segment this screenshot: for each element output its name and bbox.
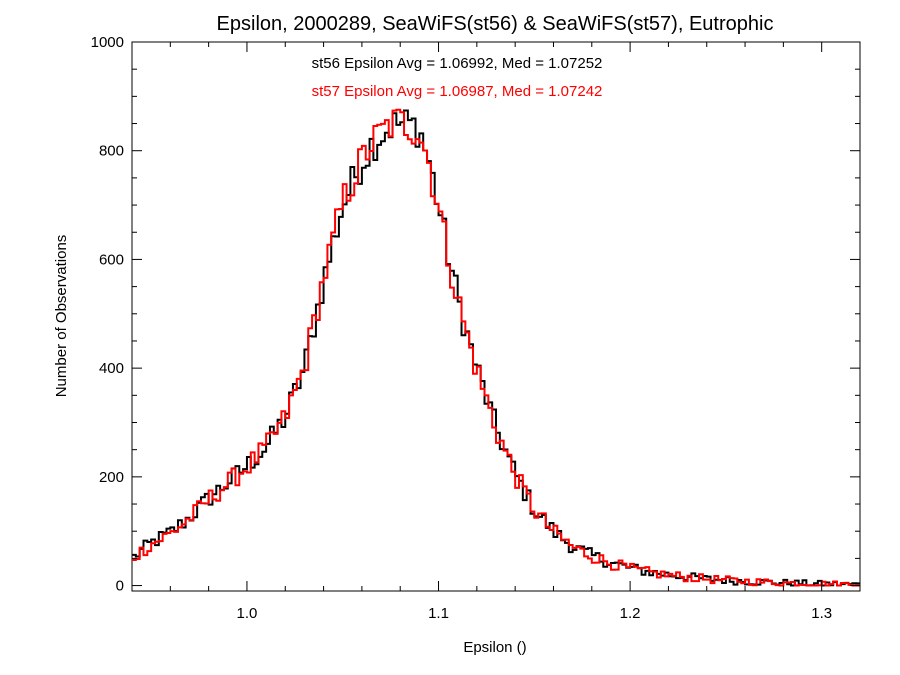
y-tick-label: 200 xyxy=(99,469,124,486)
st57-histogram-line xyxy=(132,108,860,587)
x-tick-label: 1.3 xyxy=(811,605,832,622)
y-tick-label: 600 xyxy=(99,251,124,268)
ticks-layer: 1.0 1.1 1.2 1.3 0 200 400 600 800 1000 xyxy=(91,34,861,622)
plot-frame xyxy=(131,41,861,592)
y-tick-label: 400 xyxy=(99,360,124,377)
x-tick-label: 1.2 xyxy=(620,605,641,622)
st57-annotation: st57 Epsilon Avg = 1.06987, Med = 1.0724… xyxy=(312,83,603,100)
chart-title: Epsilon, 2000289, SeaWiFS(st56) & SeaWiF… xyxy=(217,13,774,35)
st56-histogram-line xyxy=(132,109,860,587)
series-layer xyxy=(132,108,860,587)
x-axis-label: Epsilon () xyxy=(463,639,526,656)
st56-annotation: st56 Epsilon Avg = 1.06992, Med = 1.0725… xyxy=(312,55,603,72)
y-tick-label: 1000 xyxy=(91,34,124,51)
x-tick-label: 1.0 xyxy=(237,605,258,622)
y-tick-label: 800 xyxy=(99,143,124,160)
x-tick-label: 1.1 xyxy=(428,605,449,622)
y-axis-label: Number of Observations xyxy=(53,235,70,398)
y-tick-label: 0 xyxy=(116,578,124,595)
